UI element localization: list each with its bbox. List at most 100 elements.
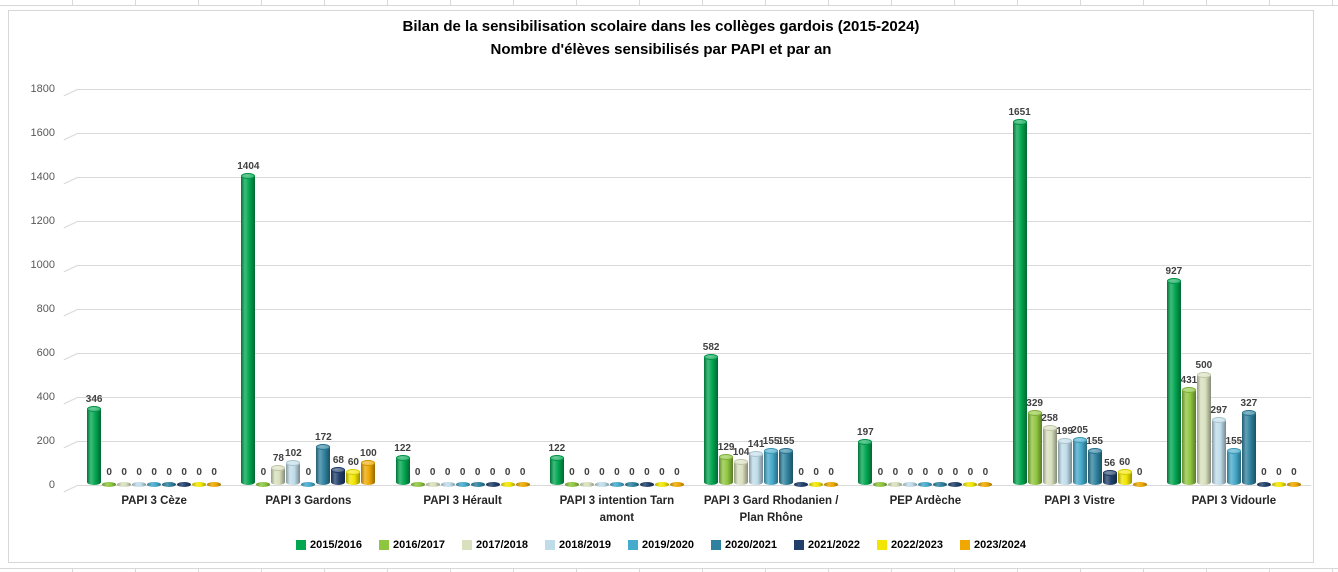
data-label: 104 — [732, 447, 750, 458]
bar[interactable]: 56 — [1102, 458, 1117, 485]
y-tick-label: 0 — [48, 479, 55, 491]
sheet-column-tick — [891, 0, 892, 5]
category-label: PAPI 3 Cèze — [121, 495, 187, 507]
bar-zero-cap — [256, 482, 271, 487]
bar-zero-cap — [963, 482, 978, 487]
bar[interactable]: 500 — [1196, 360, 1212, 485]
bar[interactable]: 297 — [1211, 405, 1227, 485]
bar[interactable]: 582 — [703, 342, 719, 485]
data-label: 102 — [285, 448, 302, 459]
bar[interactable]: 155 — [1086, 436, 1103, 485]
bar-zero-cap — [500, 482, 515, 487]
data-label: 1651 — [1008, 107, 1031, 118]
category-group: 1651 329 258 199 205 155 56 60 0 — [1003, 89, 1157, 487]
legend-item[interactable]: 2018/2019 — [545, 539, 611, 551]
bar[interactable]: 1651 — [1009, 107, 1031, 485]
bar[interactable]: 100 — [360, 448, 377, 485]
bar[interactable]: 102 — [285, 448, 302, 485]
bar[interactable]: 60 — [1117, 457, 1132, 485]
legend-item[interactable]: 2023/2024 — [960, 539, 1026, 551]
bar-body — [271, 468, 286, 485]
bar[interactable]: 155 — [778, 436, 794, 485]
legend-item[interactable]: 2016/2017 — [379, 539, 445, 551]
data-label: 155 — [1225, 436, 1243, 447]
legend-label: 2020/2021 — [725, 539, 777, 551]
bar-body — [1166, 281, 1181, 485]
data-label: 0 — [489, 467, 496, 478]
bar-top-cap — [316, 444, 331, 450]
sheet-column-tick — [954, 569, 955, 572]
bar[interactable]: 68 — [331, 455, 346, 485]
gridline-line — [77, 397, 1311, 398]
sheet-column-tick — [1143, 569, 1144, 572]
data-label: 329 — [1026, 398, 1043, 409]
sheet-column-tick — [450, 569, 451, 572]
bar[interactable]: 327 — [1241, 398, 1257, 485]
bar[interactable]: 927 — [1166, 266, 1182, 485]
bar-body — [316, 447, 331, 485]
data-label: 0 — [674, 467, 680, 478]
bar-body — [749, 454, 764, 485]
data-label: 0 — [892, 467, 899, 478]
bar[interactable]: 60 — [346, 457, 361, 485]
gridline-line — [77, 89, 1311, 90]
bar[interactable]: 258 — [1041, 413, 1058, 485]
chart-title-line2: Nombre d'élèves sensibilisés par PAPI et… — [490, 41, 832, 58]
bar[interactable]: 122 — [549, 443, 565, 485]
data-label: 78 — [272, 453, 284, 464]
data-label: 155 — [1086, 436, 1103, 447]
data-label: 0 — [644, 467, 650, 478]
sheet-column-tick — [828, 0, 829, 5]
legend-item[interactable]: 2022/2023 — [877, 539, 943, 551]
legend-item[interactable]: 2019/2020 — [628, 539, 694, 551]
bar[interactable]: 199 — [1056, 426, 1073, 485]
bar-top-cap — [1117, 469, 1132, 475]
bar[interactable]: 172 — [315, 432, 332, 485]
legend-item[interactable]: 2015/2016 — [296, 539, 362, 551]
bar[interactable]: 155 — [763, 436, 779, 485]
bar[interactable]: 155 — [1226, 436, 1242, 485]
bar-top-cap — [286, 460, 301, 466]
legend-item[interactable]: 2021/2022 — [794, 539, 860, 551]
bar[interactable]: 104 — [733, 447, 749, 485]
data-label: 0 — [828, 467, 834, 478]
category-group: 122 0 0 0 0 0 0 0 0 — [386, 89, 540, 487]
sheet-column-tick — [1017, 569, 1018, 572]
bar[interactable]: 197 — [857, 427, 874, 485]
sheet-column-tick — [324, 569, 325, 572]
bar[interactable]: 141 — [748, 439, 764, 485]
bar[interactable]: 129 — [718, 442, 734, 485]
bar-top-cap — [1241, 410, 1256, 416]
data-label: 199 — [1056, 426, 1073, 437]
legend-item[interactable]: 2020/2021 — [711, 539, 777, 551]
data-label: 205 — [1071, 425, 1088, 436]
data-label: 0 — [211, 467, 217, 478]
category-label: PAPI 3 Hérault — [423, 495, 502, 507]
data-label: 0 — [260, 467, 267, 478]
bar[interactable]: 1404 — [237, 161, 260, 485]
legend-label: 2019/2020 — [642, 539, 694, 551]
bar[interactable]: 122 — [394, 443, 411, 485]
plot-area[interactable]: 346 0 0 0 0 0 0 0 0 1404 0 78 102 0 172 68 60 100 122 0 0 0 0 0… — [63, 88, 1311, 493]
data-label: 0 — [136, 467, 142, 478]
category-group: 927 431 500 297 155 327 0 0 0 — [1157, 89, 1311, 487]
data-label: 122 — [394, 443, 411, 454]
bar[interactable]: 205 — [1071, 425, 1088, 485]
bar-zero-cap — [410, 482, 425, 487]
bar[interactable]: 78 — [271, 453, 286, 485]
bar[interactable]: 329 — [1026, 398, 1043, 485]
bar-top-cap — [87, 406, 102, 412]
bar[interactable]: 431 — [1181, 375, 1197, 485]
sheet-column-tick — [261, 0, 262, 5]
data-label: 100 — [360, 448, 377, 459]
y-tick-label: 600 — [36, 347, 55, 359]
chart-object[interactable]: Bilan de la sensibilisation scolaire dan… — [8, 10, 1314, 563]
sheet-gridline-top — [0, 5, 1338, 6]
bar-top-cap — [395, 455, 410, 461]
bars-row: 197 0 0 0 0 0 0 0 0 — [848, 427, 1002, 487]
data-label: 431 — [1180, 375, 1198, 386]
data-label: 0 — [1276, 467, 1282, 478]
bar[interactable]: 346 — [86, 394, 102, 485]
legend-item[interactable]: 2017/2018 — [462, 539, 528, 551]
sheet-column-tick — [1332, 569, 1333, 572]
